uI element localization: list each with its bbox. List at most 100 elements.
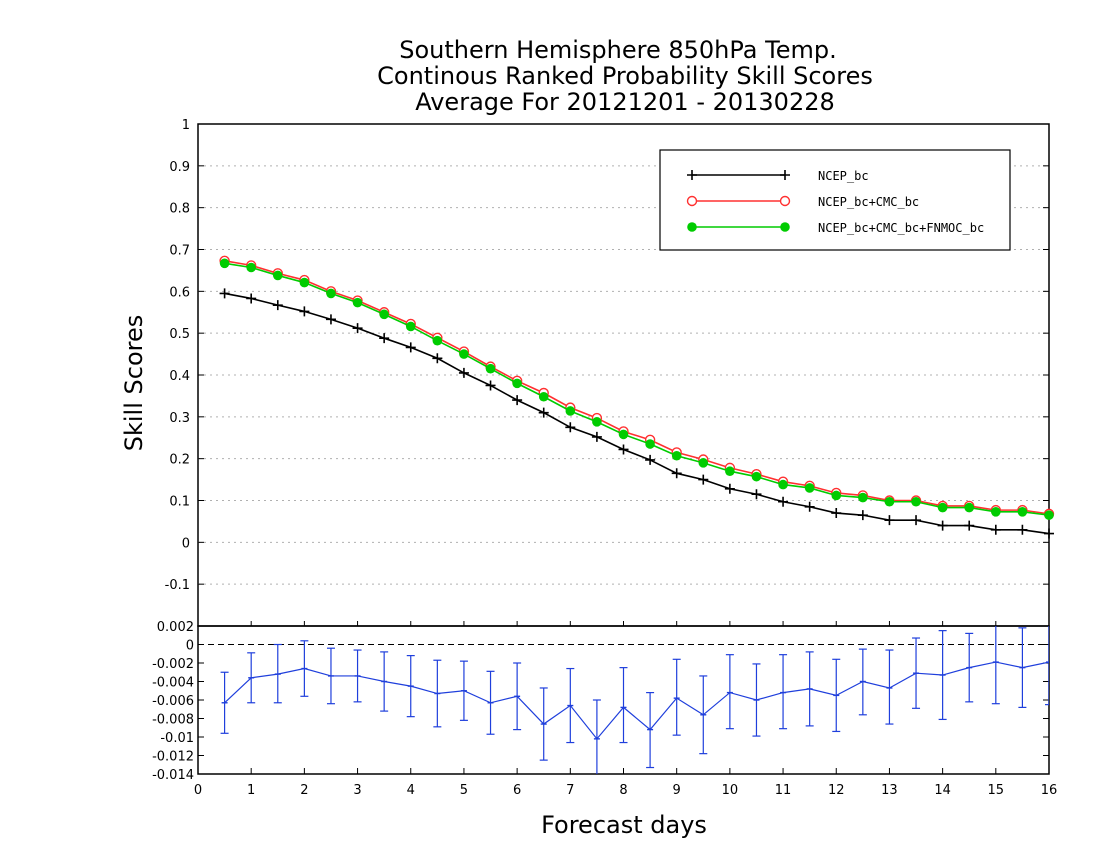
data-point (485, 380, 496, 391)
data-point (698, 458, 709, 468)
y-tick-label: 0.1 (169, 495, 190, 510)
x-tick-label: 16 (1041, 783, 1058, 798)
data-point (964, 520, 975, 531)
y-tick-label: 0.5 (169, 327, 190, 342)
y-tick-label: 0.2 (169, 453, 190, 468)
data-point (326, 288, 336, 299)
x-tick-label: 3 (353, 783, 361, 798)
data-point (485, 363, 496, 374)
legend-marker (780, 222, 790, 232)
legend-marker (686, 195, 698, 207)
legend: NCEP_bc NCEP_bc+CMC_bc NCEP_bc+CMC_bc+FNMO… (659, 149, 1011, 251)
data-point (352, 323, 363, 334)
y-tick-label: -0.006 (152, 694, 194, 709)
y-tick-label: -0.014 (152, 768, 194, 783)
data-point (432, 353, 443, 364)
chart-title: Southern Hemisphere 850hPa Temp. Contino… (377, 36, 873, 116)
x-tick-label: 13 (881, 783, 898, 798)
legend-label: NCEP_bc+CMC_bc+FNMOC_bc (818, 221, 984, 235)
x-tick-label: 4 (407, 783, 415, 798)
y-tick-label: -0.004 (152, 676, 194, 691)
y-tick-label: -0.002 (152, 657, 194, 672)
y-axis-title: Skill Scores (120, 315, 148, 452)
data-point (698, 474, 709, 485)
data-point (884, 496, 895, 507)
y-tick-label: 0.9 (169, 160, 190, 175)
legend-marker (779, 195, 791, 207)
data-point (272, 270, 283, 281)
difference-series (220, 626, 1049, 774)
data-point (990, 524, 1001, 535)
y-tick-label: 0.3 (169, 411, 190, 426)
data-point (379, 333, 390, 344)
data-point (592, 417, 602, 427)
x-axis-title: Forecast days (541, 811, 707, 839)
data-point (858, 492, 868, 503)
x-tick-label: 9 (673, 783, 681, 798)
data-point (804, 501, 815, 512)
data-point (884, 515, 895, 526)
data-point (538, 407, 549, 418)
x-tick-label: 6 (513, 783, 521, 798)
y-tick-label: 0 (186, 639, 194, 654)
y-tick-label: 0 (182, 536, 190, 551)
data-point (911, 515, 922, 526)
data-point (937, 520, 948, 531)
data-point (725, 466, 735, 477)
data-point (565, 422, 576, 433)
data-point (512, 395, 523, 406)
difference-line (224, 661, 1049, 740)
data-point (565, 406, 576, 416)
data-point (325, 314, 336, 325)
data-point (352, 297, 363, 308)
x-tick-label: 14 (934, 783, 951, 798)
series-NCEP_bc (219, 288, 1054, 539)
data-point (645, 454, 656, 465)
x-tick-label: 7 (566, 783, 574, 798)
data-point (751, 489, 762, 500)
y-tick-label: -0.008 (152, 713, 194, 728)
data-point (299, 306, 310, 317)
chart-title-line-2: Continous Ranked Probability Skill Score… (377, 62, 873, 90)
data-point (618, 429, 629, 440)
data-point (1017, 506, 1028, 517)
legend-marker (687, 222, 697, 232)
data-point (1044, 510, 1054, 520)
data-point (964, 502, 975, 513)
data-point (751, 471, 762, 482)
data-point (724, 483, 735, 494)
data-point (831, 490, 842, 501)
data-point (645, 439, 655, 449)
x-tick-label: 0 (194, 783, 202, 798)
y-tick-label: 0.8 (169, 202, 190, 217)
data-point (246, 262, 256, 273)
legend-label: NCEP_bc+CMC_bc (818, 195, 919, 209)
data-point (432, 335, 443, 346)
legend-marker (687, 170, 697, 180)
data-point (937, 502, 948, 513)
data-point (219, 258, 230, 269)
data-point (246, 293, 257, 304)
y-tick-label: 1 (182, 118, 190, 133)
data-point (831, 508, 842, 519)
data-point (379, 309, 389, 320)
x-tick-label: 1 (247, 783, 255, 798)
x-tick-label: 8 (619, 783, 627, 798)
x-tick-label: 12 (828, 783, 845, 798)
x-tick-label: 5 (460, 783, 468, 798)
skill-score-panel: 1 0.9 0.8 0.7 0.6 0.5 0.4 0.3 0.2 0.1 0 -0.1 (165, 118, 1055, 627)
difference-panel: 0.002 0 -0.002 -0.004 -0.006 -0.008 -0.01 -0.01… (152, 620, 1058, 798)
x-tick-label: 11 (775, 783, 792, 798)
y-tick-label: 0.7 (169, 244, 190, 259)
legend-marker (780, 170, 790, 180)
data-point (512, 378, 522, 389)
data-point (911, 496, 921, 507)
data-point (778, 496, 789, 507)
data-point (405, 321, 416, 332)
data-point (299, 277, 310, 288)
legend-frame (659, 149, 1011, 251)
data-point (671, 450, 682, 461)
data-point (991, 506, 1001, 517)
data-point (219, 288, 230, 299)
